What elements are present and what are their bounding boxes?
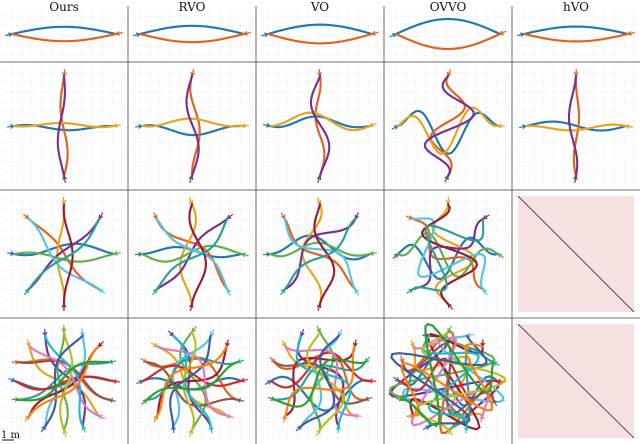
agent-trajectory [172, 334, 214, 434]
agent-trajectory [11, 360, 111, 402]
agent-trajectory [279, 217, 357, 296]
cell-r1-vo [260, 66, 380, 186]
missing-result-diagonal [517, 323, 635, 439]
agent-trajectory [133, 24, 246, 38]
cell-r1-ovvo [388, 66, 508, 186]
column-header-rvo: RVO [178, 0, 206, 14]
agent-trajectory [145, 361, 245, 407]
agent-trajectory [7, 242, 116, 257]
cell-r1-rvo [132, 66, 252, 186]
agent-trajectory [140, 244, 249, 263]
agent-trajectory [300, 329, 343, 428]
agent-trajectory [406, 217, 485, 294]
agent-trajectory [17, 359, 117, 401]
cell-r1-hvo [516, 66, 636, 186]
agent-trajectory [155, 217, 231, 296]
grid-lines [516, 10, 636, 58]
cell-r0-ovvo [388, 10, 508, 58]
grid-lines [132, 10, 252, 58]
agent-trajectory [390, 334, 488, 431]
agent-trajectory [140, 117, 250, 129]
cell-r0-hvo [516, 10, 636, 58]
agent-trajectory [394, 30, 507, 51]
agent-trajectory [400, 342, 494, 419]
agent-trajectory [56, 196, 67, 306]
cell-r3-ours [4, 322, 124, 440]
agent-trajectory [138, 30, 251, 44]
agent-trajectory [12, 250, 121, 263]
agent-trajectory [189, 69, 201, 178]
cell-r1-ours [4, 66, 124, 186]
agent-trajectory [151, 217, 229, 296]
agent-trajectory [267, 358, 367, 408]
column-header-ours: Ours [49, 0, 79, 14]
column-header-vo: VO [310, 0, 330, 14]
cell-r3-hvo [517, 323, 635, 439]
column-header-hvo: hVO [562, 0, 590, 14]
cell-r2-ours [4, 194, 124, 314]
agent-trajectory [59, 68, 69, 178]
agent-trajectory [188, 202, 208, 311]
grid-lines [260, 194, 380, 314]
grid-lines [388, 10, 508, 58]
agent-trajectory [10, 30, 123, 43]
scale-bar-label: 1 m [1, 430, 21, 441]
agent-trajectory [12, 121, 122, 129]
agent-trajectory [295, 334, 340, 432]
agent-trajectory [295, 334, 352, 434]
agent-trajectory [40, 334, 84, 433]
agent-trajectory [522, 30, 635, 43]
agent-trajectory [310, 325, 335, 432]
missing-result-diagonal [517, 195, 635, 313]
cell-r3-rvo [132, 322, 252, 440]
cell-r0-ours [4, 10, 124, 58]
table-frame [0, 6, 640, 444]
agent-trajectory [185, 74, 200, 183]
agent-trajectory [309, 74, 331, 183]
agent-trajectory [266, 30, 379, 45]
cell-r3-ovvo [388, 322, 508, 440]
agent-trajectory [141, 361, 239, 405]
agent-trajectory [264, 375, 371, 412]
agent-trajectory [395, 322, 495, 428]
agent-trajectory [56, 74, 68, 183]
cell-r2-hvo [517, 195, 635, 313]
cell-r0-vo [260, 10, 380, 58]
column-header-ovvo: OVVO [429, 0, 467, 14]
agent-trajectory [141, 364, 248, 388]
agent-trajectory [422, 334, 481, 434]
cell-r0-rvo [132, 10, 252, 58]
agent-trajectory [396, 106, 506, 156]
agent-trajectory [567, 74, 579, 184]
grid-lines [260, 10, 380, 58]
grid-lines [4, 10, 124, 58]
agent-trajectory [261, 23, 374, 38]
agent-trajectory [44, 334, 87, 433]
cell-r2-vo [260, 194, 380, 314]
agent-trajectory [263, 115, 372, 129]
agent-trajectory [156, 345, 234, 419]
agent-trajectory [153, 345, 228, 423]
agent-trajectory [401, 342, 498, 416]
cell-r2-rvo [132, 194, 252, 314]
agent-trajectory [23, 217, 101, 296]
agent-trajectory [145, 356, 245, 401]
agent-trajectory [169, 334, 212, 434]
agent-trajectory [13, 375, 121, 391]
agent-trajectory [268, 111, 377, 132]
cell-r3-vo [260, 322, 380, 440]
agent-trajectory [524, 123, 633, 132]
agent-trajectory [24, 345, 100, 422]
agent-trajectory [423, 74, 475, 183]
cell-r2-ovvo [388, 194, 508, 314]
agent-trajectory [282, 345, 356, 423]
agent-trajectory [420, 202, 479, 310]
